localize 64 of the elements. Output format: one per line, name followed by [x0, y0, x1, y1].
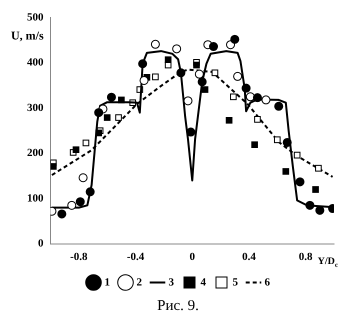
- point: [72, 146, 80, 154]
- point: [193, 62, 200, 68]
- point: [282, 168, 290, 175]
- point: [82, 140, 90, 146]
- point: [198, 77, 207, 86]
- point: [274, 102, 284, 111]
- y-tick-label: 200: [27, 147, 44, 160]
- point: [138, 59, 148, 68]
- legend-label: 5: [232, 276, 238, 288]
- point: [233, 72, 242, 81]
- text: Рис. 9.: [156, 298, 200, 315]
- point: [312, 186, 319, 193]
- point: [78, 173, 88, 182]
- point: [194, 70, 204, 79]
- legend-label: 4: [200, 276, 206, 288]
- point: [184, 96, 192, 106]
- point: [212, 69, 218, 76]
- point: [294, 152, 300, 158]
- point: [315, 164, 322, 172]
- point: [176, 68, 186, 78]
- point: [140, 76, 149, 85]
- point: [186, 128, 196, 137]
- point: [282, 138, 292, 147]
- legend-label: 6: [264, 276, 270, 288]
- point: [261, 95, 270, 104]
- point: [226, 116, 232, 124]
- x-tick-label: -0.8: [70, 251, 88, 264]
- legend-label: 2: [136, 276, 142, 288]
- point: [172, 44, 182, 54]
- point: [251, 141, 258, 148]
- point: [152, 74, 159, 80]
- legend-label: 3: [168, 276, 174, 288]
- point: [67, 200, 76, 210]
- point: [305, 200, 314, 210]
- x-tick-label: -0.4: [126, 251, 145, 264]
- point: [106, 92, 116, 102]
- point: [209, 42, 218, 52]
- point: [254, 116, 261, 123]
- point: [242, 84, 251, 93]
- y-tick-label: 400: [27, 56, 44, 69]
- point: [150, 40, 160, 49]
- point: [76, 197, 85, 206]
- point: [230, 93, 237, 100]
- point: [57, 209, 66, 218]
- point: [50, 163, 57, 170]
- y-tick-label: 100: [27, 192, 44, 204]
- point: [295, 177, 304, 186]
- point: [104, 114, 111, 121]
- point: [115, 114, 122, 121]
- y-axis-title: U, m/s: [11, 28, 44, 43]
- point: [230, 34, 240, 44]
- legend-label: 1: [104, 276, 110, 288]
- point: [202, 86, 208, 93]
- point: [164, 56, 172, 63]
- point: [252, 93, 262, 102]
- y-tick-label: 0: [38, 238, 44, 250]
- point: [86, 187, 95, 196]
- x-tick-label: 0: [190, 251, 196, 264]
- y-tick-label: 500: [27, 11, 44, 24]
- y-tick-label: 300: [27, 102, 44, 114]
- point: [94, 108, 104, 118]
- x-tick-label: 0.4: [242, 251, 256, 264]
- x-tick-label: 0.8: [298, 251, 314, 264]
- point: [274, 136, 281, 144]
